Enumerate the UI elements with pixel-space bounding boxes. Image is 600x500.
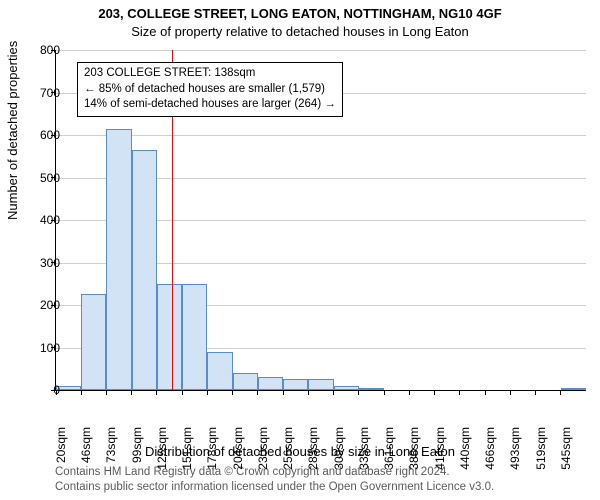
x-tick-label: 151sqm (180, 427, 194, 471)
histogram-bar (182, 284, 207, 390)
x-tick-label: 519sqm (534, 427, 548, 471)
x-tick-mark (156, 390, 157, 395)
histogram-bar (132, 150, 157, 390)
histogram-bar (106, 129, 131, 390)
chart-subtitle: Size of property relative to detached ho… (0, 24, 600, 39)
x-tick-label: 256sqm (281, 427, 295, 471)
x-tick-mark (510, 390, 511, 395)
histogram-bar (308, 379, 333, 390)
x-tick-label: 125sqm (155, 427, 169, 471)
histogram-bar (359, 388, 384, 390)
histogram-bar (233, 373, 258, 390)
annotation-line-1: 203 COLLEGE STREET: 138sqm (84, 66, 336, 82)
x-tick-mark (106, 390, 107, 395)
x-tick-mark (308, 390, 309, 395)
y-tick-label: 200 (25, 298, 60, 312)
y-tick-label: 800 (25, 43, 60, 57)
x-tick-label: 46sqm (79, 427, 93, 471)
y-axis-label: Number of detached properties (5, 41, 20, 220)
x-tick-label: 361sqm (382, 427, 396, 471)
histogram-bar (258, 377, 283, 390)
x-tick-label: 309sqm (332, 427, 346, 471)
x-tick-label: 73sqm (104, 427, 118, 471)
y-tick-label: 500 (25, 171, 60, 185)
x-tick-mark (207, 390, 208, 395)
y-tick-label: 0 (25, 383, 60, 397)
y-tick-label: 100 (25, 341, 60, 355)
chart-title-address: 203, COLLEGE STREET, LONG EATON, NOTTING… (0, 6, 600, 21)
x-tick-label: 493sqm (508, 427, 522, 471)
x-tick-label: 99sqm (130, 427, 144, 471)
x-tick-mark (131, 390, 132, 395)
x-tick-mark (358, 390, 359, 395)
histogram-bar (81, 294, 106, 390)
gridline (56, 50, 586, 51)
x-tick-label: 388sqm (407, 427, 421, 471)
y-tick-label: 700 (25, 86, 60, 100)
histogram-bar (207, 352, 232, 390)
x-tick-mark (384, 390, 385, 395)
annotation-line-2: ← 85% of detached houses are smaller (1,… (84, 82, 336, 98)
x-tick-label: 283sqm (306, 427, 320, 471)
x-tick-label: 440sqm (458, 427, 472, 471)
x-tick-label: 20sqm (54, 427, 68, 471)
histogram-bar (157, 284, 182, 390)
x-tick-mark (409, 390, 410, 395)
histogram-bar (334, 386, 359, 390)
x-tick-label: 545sqm (559, 427, 573, 471)
x-tick-mark (232, 390, 233, 395)
x-tick-mark (434, 390, 435, 395)
y-tick-label: 400 (25, 213, 60, 227)
x-tick-label: 335sqm (357, 427, 371, 471)
x-tick-mark (283, 390, 284, 395)
histogram-bar (561, 388, 586, 390)
x-tick-mark (485, 390, 486, 395)
x-tick-mark (333, 390, 334, 395)
copyright-footer: Contains HM Land Registry data © Crown c… (55, 465, 494, 495)
x-tick-label: 414sqm (433, 427, 447, 471)
histogram-bar (283, 379, 308, 390)
x-tick-mark (459, 390, 460, 395)
property-annotation-box: 203 COLLEGE STREET: 138sqm ← 85% of deta… (77, 62, 343, 117)
x-tick-mark (81, 390, 82, 395)
x-tick-mark (257, 390, 258, 395)
x-tick-mark (535, 390, 536, 395)
gridline (56, 135, 586, 136)
y-tick-label: 600 (25, 128, 60, 142)
footer-line-1: Contains HM Land Registry data © Crown c… (55, 465, 494, 480)
x-tick-label: 204sqm (231, 427, 245, 471)
x-tick-mark (182, 390, 183, 395)
annotation-line-3: 14% of semi-detached houses are larger (… (84, 97, 336, 113)
x-tick-mark (560, 390, 561, 395)
x-tick-label: 178sqm (205, 427, 219, 471)
x-tick-label: 466sqm (483, 427, 497, 471)
x-tick-label: 230sqm (256, 427, 270, 471)
y-tick-label: 300 (25, 256, 60, 270)
footer-line-2: Contains public sector information licen… (55, 480, 494, 495)
